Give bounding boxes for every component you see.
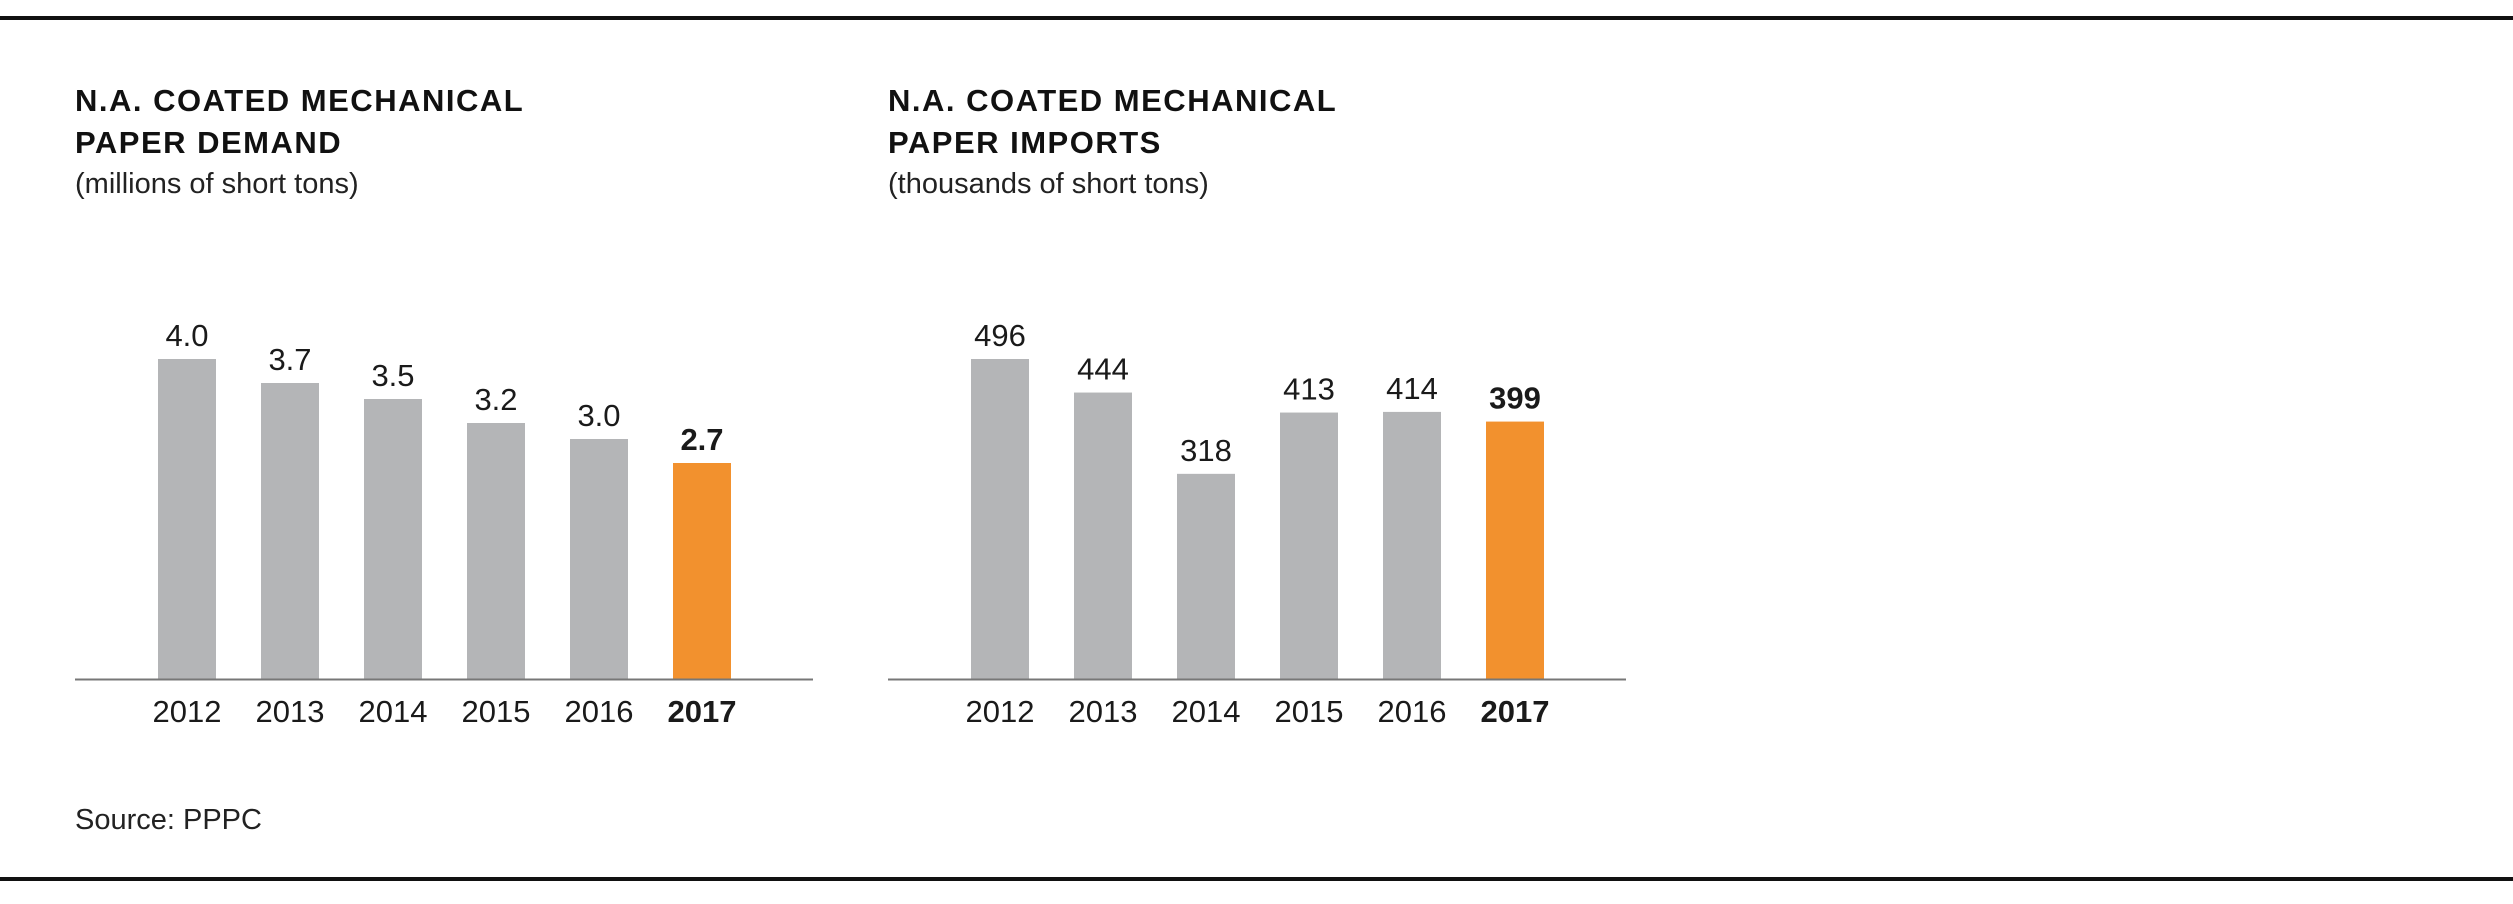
chart2-category-label-2013: 2013 <box>1069 694 1138 729</box>
chart1-plot: 4.0 2012 3.7 2013 3.5 2014 3.2 2015 3.0 2016 2.7 20… <box>75 318 813 729</box>
chart1-subtitle: (millions of short tons) <box>75 168 359 200</box>
chart1-value-label-2012: 4.0 <box>165 318 208 353</box>
chart1-value-label-2016: 3.0 <box>577 398 620 433</box>
chart2-value-label-2012: 496 <box>974 318 1026 353</box>
chart1-value-label-2013: 3.7 <box>268 342 311 377</box>
chart1-category-label-2015: 2015 <box>462 694 531 729</box>
chart1-value-label-2014: 3.5 <box>371 358 414 393</box>
chart1-bar-2014 <box>364 399 422 679</box>
chart1-category-label-2016: 2016 <box>565 694 634 729</box>
chart1-title-line1: N.A. COATED MECHANICAL <box>75 83 525 118</box>
chart2-category-label-2017: 2017 <box>1481 694 1550 729</box>
chart2-value-label-2013: 444 <box>1077 352 1129 387</box>
chart1-title: N.A. COATED MECHANICAL PAPER DEMAND <box>75 80 524 164</box>
chart2-title: N.A. COATED MECHANICAL PAPER IMPORTS <box>888 80 1337 164</box>
chart1-bar-2016 <box>570 439 628 679</box>
chart1-value-label-2017: 2.7 <box>680 422 723 457</box>
chart2-value-label-2016: 414 <box>1386 371 1438 406</box>
chart2-category-label-2012: 2012 <box>966 694 1035 729</box>
chart1-bar-2015 <box>467 423 525 679</box>
chart2-title-line1: N.A. COATED MECHANICAL <box>888 83 1338 118</box>
chart1-category-label-2013: 2013 <box>256 694 325 729</box>
chart2-subtitle: (thousands of short tons) <box>888 168 1209 200</box>
chart2-bar-2016 <box>1383 411 1441 679</box>
chart2-category-label-2016: 2016 <box>1378 694 1447 729</box>
chart2-bar-2015 <box>1280 412 1338 679</box>
chart2-plot: 496 2012 444 2013 318 2014 413 2015 414 2016 399 20… <box>888 318 1626 729</box>
chart1-value-label-2015: 3.2 <box>474 382 517 417</box>
chart1-bar-2017 <box>673 463 731 679</box>
chart1-category-label-2017: 2017 <box>668 694 737 729</box>
chart2-value-label-2014: 318 <box>1180 433 1232 468</box>
chart2-title-line2: PAPER IMPORTS <box>888 125 1162 160</box>
chart1-category-label-2014: 2014 <box>359 694 428 729</box>
chart1-bar-2013 <box>261 383 319 679</box>
chart2-value-label-2017: 399 <box>1489 381 1541 416</box>
bottom-rule <box>0 877 2513 881</box>
source-note: Source: PPPC <box>75 804 262 836</box>
chart1-bar-2012 <box>158 359 216 679</box>
chart2-category-label-2014: 2014 <box>1172 694 1241 729</box>
chart2-bar-2012 <box>971 359 1029 679</box>
chart2-category-label-2015: 2015 <box>1275 694 1344 729</box>
chart1-title-line2: PAPER DEMAND <box>75 125 343 160</box>
chart2-value-label-2015: 413 <box>1283 372 1335 407</box>
chart1-category-label-2012: 2012 <box>153 694 222 729</box>
chart2-bar-2014 <box>1177 473 1235 679</box>
top-rule <box>0 16 2513 20</box>
chart2-bar-2017 <box>1486 421 1544 679</box>
chart2-bar-2013 <box>1074 392 1132 679</box>
